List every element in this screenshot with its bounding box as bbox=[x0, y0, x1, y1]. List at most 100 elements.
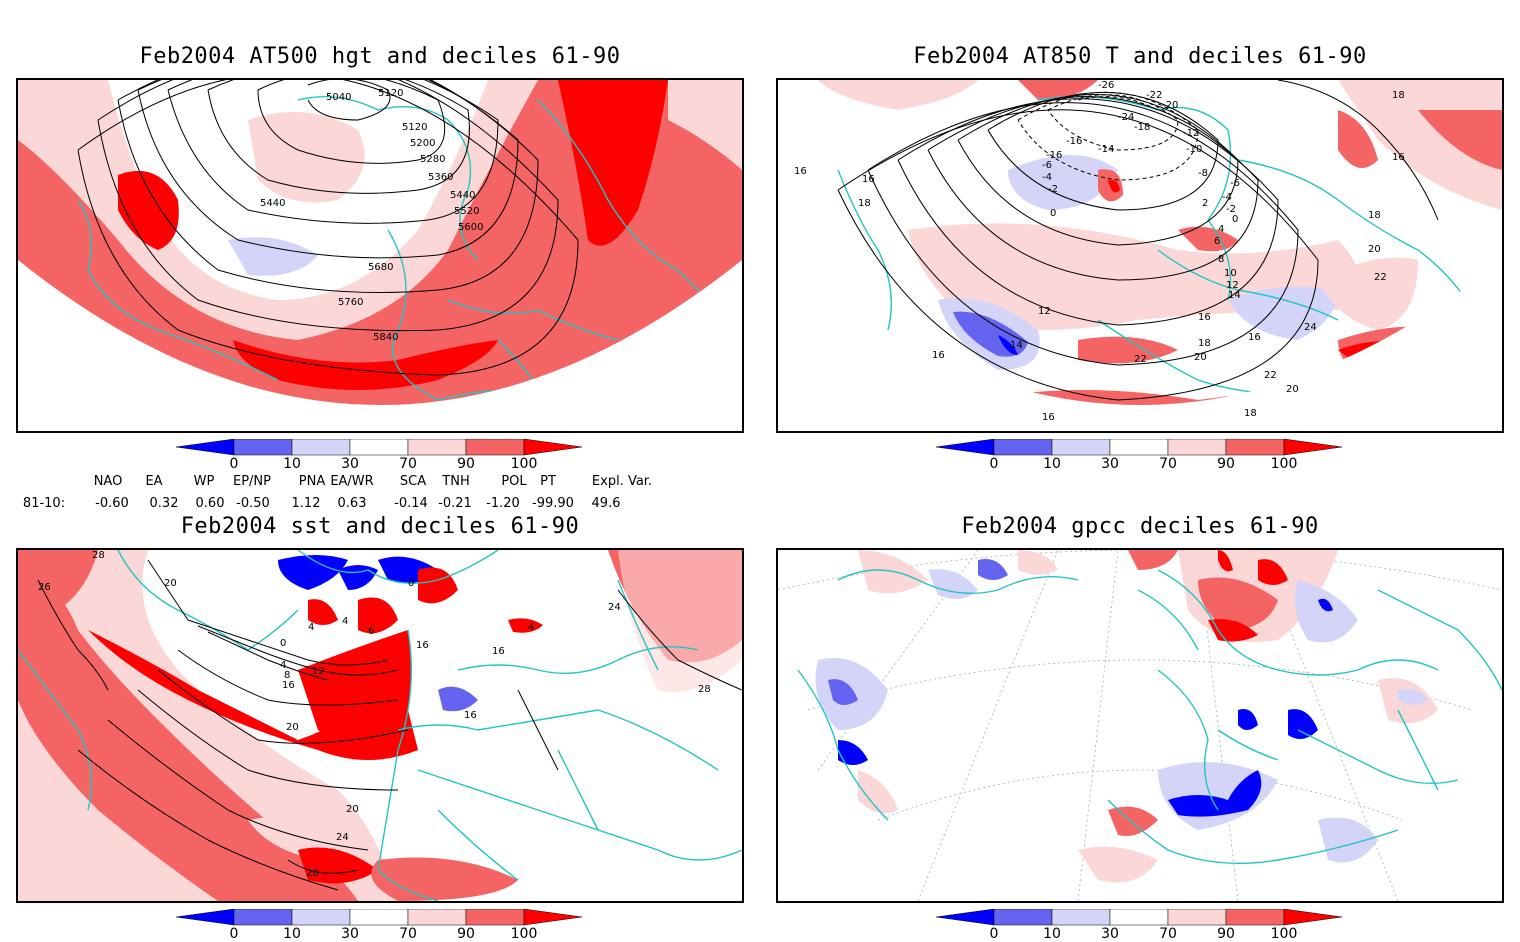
colorbar-swatches bbox=[935, 438, 1343, 456]
index-value: -99.90 bbox=[532, 496, 574, 511]
contours bbox=[77, 80, 579, 376]
svg-text:5440: 5440 bbox=[450, 190, 475, 201]
colorbar-tick-label: 90 bbox=[457, 926, 475, 942]
colorbar-swatch bbox=[1109, 438, 1169, 456]
svg-text:-24: -24 bbox=[1118, 112, 1134, 123]
colorbar-tick-label: 30 bbox=[341, 926, 359, 942]
colorbar-tick-label: 90 bbox=[1217, 926, 1235, 942]
colorbar-tick-label: 100 bbox=[510, 456, 538, 472]
colorbar-swatches bbox=[175, 908, 583, 926]
index-header: EA/WR bbox=[330, 474, 374, 489]
colorbar-swatch bbox=[233, 908, 293, 926]
svg-text:5440: 5440 bbox=[260, 198, 285, 209]
svg-text:16: 16 bbox=[1198, 312, 1211, 323]
svg-text:28: 28 bbox=[92, 550, 105, 561]
svg-text:18: 18 bbox=[858, 198, 871, 209]
colorbar-tick-label: 0 bbox=[989, 456, 999, 472]
colorbar-swatch bbox=[291, 908, 351, 926]
colorbar-swatch bbox=[349, 908, 409, 926]
colorbar-arrow-high bbox=[523, 438, 583, 456]
index-value: 0.60 bbox=[195, 496, 225, 511]
svg-text:-4: -4 bbox=[1042, 172, 1052, 183]
colorbar-swatch bbox=[407, 438, 467, 456]
index-value: 1.12 bbox=[291, 496, 321, 511]
colorbar-swatch bbox=[1225, 908, 1285, 926]
svg-text:-26: -26 bbox=[1098, 80, 1114, 91]
colorbar-arrow-high bbox=[523, 908, 583, 926]
index-header: WP bbox=[193, 474, 215, 489]
svg-text:24: 24 bbox=[608, 602, 621, 613]
svg-text:22: 22 bbox=[1264, 370, 1277, 381]
svg-text:20: 20 bbox=[1194, 352, 1207, 363]
colorbar-tick-label: 10 bbox=[283, 926, 301, 942]
svg-text:16: 16 bbox=[1392, 152, 1405, 163]
panel4-colorbar: 0 10 30 70 90 100 bbox=[935, 908, 1346, 942]
svg-text:16: 16 bbox=[1248, 332, 1261, 343]
svg-text:2: 2 bbox=[1202, 198, 1208, 209]
colorbar-swatch bbox=[233, 438, 293, 456]
colorbar-swatch bbox=[465, 908, 525, 926]
svg-text:4: 4 bbox=[280, 660, 286, 671]
colorbar-arrow-high bbox=[1283, 908, 1343, 926]
svg-text:16: 16 bbox=[492, 646, 505, 657]
colorbar-arrow-low bbox=[935, 438, 995, 456]
coastlines bbox=[797, 569, 1502, 865]
index-value: -0.21 bbox=[438, 496, 472, 511]
colorbar-swatch bbox=[465, 438, 525, 456]
svg-text:-18: -18 bbox=[1134, 122, 1150, 133]
colorbar-arrow-low bbox=[175, 438, 235, 456]
svg-text:-16: -16 bbox=[1066, 136, 1082, 147]
svg-text:-12: -12 bbox=[1183, 128, 1199, 139]
svg-text:5280: 5280 bbox=[420, 154, 445, 165]
svg-text:22: 22 bbox=[1374, 272, 1387, 283]
svg-text:16: 16 bbox=[862, 174, 875, 185]
panel3-map: 28 26 20 0 4 4 6 0 4 8 12 16 16 20 16 16… bbox=[16, 548, 744, 903]
coastlines bbox=[18, 550, 742, 901]
colorbar-tick-label: 10 bbox=[1043, 926, 1061, 942]
svg-text:20: 20 bbox=[346, 804, 359, 815]
svg-text:24: 24 bbox=[1304, 322, 1317, 333]
index-header: Expl. Var. bbox=[591, 474, 653, 489]
svg-text:12: 12 bbox=[1226, 280, 1239, 291]
colorbar-tick-label: 70 bbox=[1159, 926, 1177, 942]
index-value: -0.60 bbox=[95, 496, 129, 511]
colorbar-swatch bbox=[1225, 438, 1285, 456]
svg-text:-22: -22 bbox=[1146, 90, 1162, 101]
colorbar-swatch bbox=[407, 908, 467, 926]
svg-text:-20: -20 bbox=[1162, 100, 1178, 111]
colorbar-tick-label: 30 bbox=[1101, 926, 1119, 942]
svg-text:-2: -2 bbox=[1048, 184, 1058, 195]
colorbar-swatch bbox=[1109, 908, 1169, 926]
svg-text:-2: -2 bbox=[1226, 204, 1236, 215]
panel4-map bbox=[776, 548, 1504, 903]
colorbar-tick-label: 10 bbox=[1043, 456, 1061, 472]
svg-text:18: 18 bbox=[1392, 90, 1405, 101]
index-header: PT bbox=[540, 474, 556, 489]
colorbar-tick-label: 90 bbox=[457, 456, 475, 472]
colorbar-tick-label: 0 bbox=[229, 926, 239, 942]
panel2-colorbar: 0 10 30 70 90 100 bbox=[935, 438, 1346, 479]
svg-text:6: 6 bbox=[1214, 236, 1220, 247]
svg-text:0: 0 bbox=[280, 638, 286, 649]
colorbar-arrow-low bbox=[935, 908, 995, 926]
svg-text:4: 4 bbox=[528, 622, 534, 633]
svg-text:22: 22 bbox=[1134, 354, 1147, 365]
svg-text:-4: -4 bbox=[1222, 192, 1232, 203]
colorbar-swatch bbox=[1167, 908, 1227, 926]
svg-text:18: 18 bbox=[1368, 210, 1381, 221]
panel1-title: Feb2004 AT500 hgt and deciles 61-90 bbox=[139, 44, 621, 69]
panel1-colorbar: 0 10 30 70 90 100 bbox=[175, 438, 586, 479]
index-header: POL bbox=[501, 474, 527, 489]
index-value: -1.20 bbox=[486, 496, 520, 511]
svg-text:18: 18 bbox=[1244, 408, 1257, 419]
colorbar-tick-label: 100 bbox=[1270, 926, 1298, 942]
colorbar-tick-label: 100 bbox=[1270, 456, 1298, 472]
svg-text:-10: -10 bbox=[1186, 144, 1202, 155]
svg-text:20: 20 bbox=[164, 578, 177, 589]
svg-text:20: 20 bbox=[1368, 244, 1381, 255]
svg-text:5760: 5760 bbox=[338, 297, 363, 308]
svg-text:8: 8 bbox=[1218, 254, 1224, 265]
colorbar-tick-label: 0 bbox=[989, 926, 999, 942]
svg-text:24: 24 bbox=[336, 832, 349, 843]
index-value: -0.14 bbox=[394, 496, 428, 511]
